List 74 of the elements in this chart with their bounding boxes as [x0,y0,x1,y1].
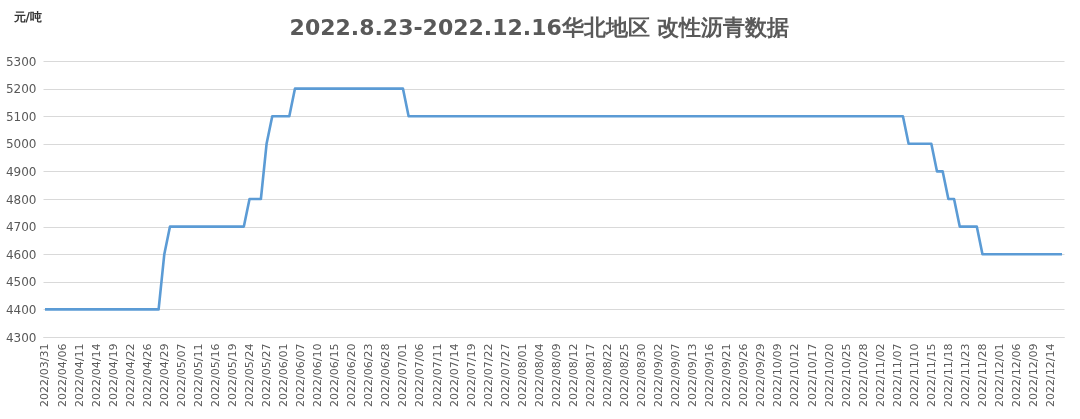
x-tick-label: 2022/08/12 [566,343,580,407]
x-tick-label: 2022/05/07 [174,343,188,407]
x-tick-label: 2022/11/18 [941,343,955,407]
x-tick-label: 2022/10/28 [856,343,870,407]
x-tick-label: 2022/11/10 [907,343,921,407]
y-tick-label: 4700 [5,220,37,235]
chart-title: 2022.8.23-2022.12.16华北地区 改性沥青数据 [289,15,790,40]
x-tick-label: 2022/11/28 [975,343,989,407]
x-tick-label: 2022/09/29 [754,343,768,407]
y-tick-label: 5100 [5,109,37,124]
y-tick-label: 4500 [5,275,37,290]
y-tick-label: 4900 [5,164,37,179]
x-tick-label: 2022/10/20 [822,343,836,407]
line-series [43,87,1064,311]
x-tick-label: 2022/04/29 [157,343,171,407]
x-tick-label: 2022/12/06 [1010,343,1024,407]
x-tick-label: 2022/04/26 [140,343,154,407]
x-tick-label: 2022/07/06 [413,343,427,407]
x-tick-label: 2022/10/12 [788,343,802,407]
x-tick-label: 2022/09/02 [652,343,666,407]
x-tick-label: 2022/11/23 [958,343,972,407]
x-tick-label: 2022/05/27 [260,343,274,407]
y-tick-label: 5000 [5,137,37,152]
x-tick-label: 2022/04/14 [89,343,103,407]
x-tick-label: 2022/06/23 [362,343,376,407]
y-tick-label: 5300 [5,54,37,69]
x-tick-label: 2022/06/07 [294,343,308,407]
x-tick-label: 2022/07/14 [447,343,461,407]
x-tick-label: 2022/12/01 [993,343,1007,407]
x-tick-label: 2022/06/01 [277,343,291,407]
y-tick-label: 4400 [5,302,37,317]
y-tick-label: 5200 [5,82,37,97]
x-tick-label: 2022/07/22 [481,343,495,407]
x-tick-label: 2022/11/15 [924,343,938,407]
y-tick-label: 4800 [5,192,37,207]
x-tick-label: 2022/08/30 [635,343,649,407]
x-tick-label: 2022/11/07 [890,343,904,407]
x-tick-label: 2022/05/19 [225,343,239,407]
y-tick-label: 4600 [5,247,37,262]
x-tick-label: 2022/08/17 [583,343,597,407]
x-tick-label: 2022/08/25 [618,343,632,407]
x-tick-label: 2022/05/11 [191,343,205,407]
x-tick-label: 2022/10/17 [805,343,819,407]
x-tick-label: 2022/05/24 [243,343,257,407]
x-tick-label: 2022/04/06 [55,343,69,407]
x-tick-label: 2022/05/16 [208,343,222,407]
x-tick-label: 2022/07/01 [396,343,410,407]
x-tick-label: 2022/09/21 [720,343,734,407]
x-tick-label: 2022/06/28 [379,343,393,407]
x-tick-label: 2022/04/19 [106,343,120,407]
x-tick-label: 2022/06/10 [311,343,325,407]
x-tick-label: 2022/08/01 [515,343,529,407]
x-tick-label: 2022/12/09 [1027,343,1041,407]
x-tick-label: 2022/10/09 [771,343,785,407]
y-tick-label: 4300 [5,330,37,345]
x-tick-label: 2022/04/11 [72,343,86,407]
x-tick-label: 2022/09/26 [737,343,751,407]
x-tick-label: 2022/08/09 [549,343,563,407]
x-tick-label: 2022/07/11 [430,343,444,407]
x-tick-label: 2022/11/02 [873,343,887,407]
x-tick-label: 2022/09/13 [686,343,700,407]
x-tick-label: 2022/10/25 [839,343,853,407]
x-tick-label: 2022/12/14 [1044,343,1058,407]
x-tick-label: 2022/03/31 [38,343,52,407]
x-tick-label: 2022/09/16 [703,343,717,407]
x-tick-label: 2022/08/04 [532,343,546,407]
x-tick-label: 2022/06/15 [328,343,342,407]
x-tick-label: 2022/07/19 [464,343,478,407]
x-tick-label: 2022/06/20 [345,343,359,407]
x-tick-label: 2022/07/27 [498,343,512,407]
x-tick-label: 2022/04/22 [123,343,137,407]
x-tick-label: 2022/09/07 [669,343,683,407]
x-tick-label: 2022/08/22 [600,343,614,407]
y-axis-title: 元/吨 [12,9,42,24]
